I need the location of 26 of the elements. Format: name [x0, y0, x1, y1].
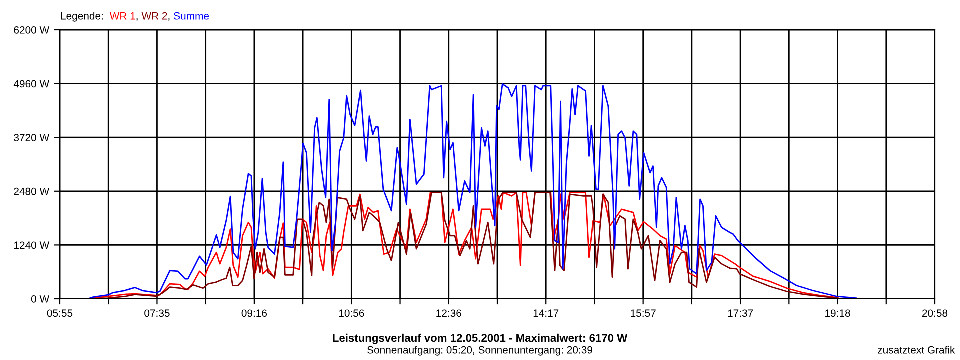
- x-tick-label: 05:55: [47, 310, 73, 318]
- text: WR 2: [142, 12, 168, 20]
- text: zusatztext Grafik: [878, 346, 956, 354]
- y-tick-label: 0 W: [31, 296, 50, 303]
- text: Leistungsverlauf vom 12.05.2001 - Maximalwert: 6170 W: [333, 334, 628, 344]
- x-tick-label: 15:57: [631, 310, 656, 318]
- x-tick-label: 10:56: [339, 310, 364, 318]
- legend-title: Legende:: [61, 12, 103, 22]
- x-tick-label: 07:35: [144, 310, 170, 318]
- x-tick-label: 19:18: [826, 310, 850, 318]
- y-tick-label: 3720 W: [14, 134, 50, 142]
- line-series: [87, 84, 858, 299]
- y-tick-label: 2480 W: [14, 188, 50, 196]
- text: ,: [136, 18, 138, 22]
- x-tick-label: 12:36: [436, 310, 462, 318]
- y-tick-label: 6200 W: [14, 26, 50, 34]
- y-tick-label: 1240 W: [14, 242, 50, 250]
- text: Sonnenaufgang: 05:20, Sonnenuntergang: 20:39: [368, 346, 592, 356]
- x-tick-label: 20:58: [922, 310, 948, 318]
- text: Summe: [174, 12, 210, 20]
- y-tick-label: 4960 W: [14, 80, 50, 88]
- text: WR 1: [110, 12, 136, 20]
- x-tick-label: 09:16: [242, 310, 268, 318]
- text: ,: [168, 18, 170, 22]
- x-tick-label: 17:37: [728, 310, 754, 318]
- x-tick-label: 14:17: [534, 310, 559, 317]
